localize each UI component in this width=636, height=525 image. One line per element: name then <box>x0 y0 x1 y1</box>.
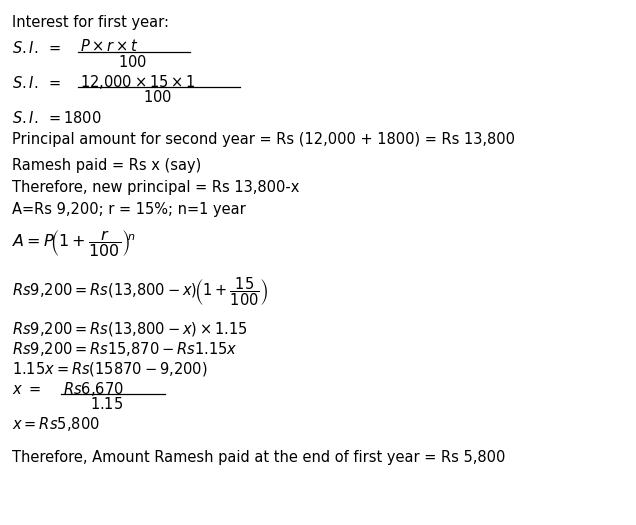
Text: $x = Rs5{,}800$: $x = Rs5{,}800$ <box>12 415 100 433</box>
Text: $1.15$: $1.15$ <box>90 396 123 412</box>
Text: $S.I.\ =$: $S.I.\ =$ <box>12 40 61 56</box>
Text: Interest for first year:: Interest for first year: <box>12 15 169 30</box>
Text: Therefore, Amount Ramesh paid at the end of first year = Rs 5,800: Therefore, Amount Ramesh paid at the end… <box>12 450 506 465</box>
Text: $12{,}000 \times 15 \times 1$: $12{,}000 \times 15 \times 1$ <box>80 73 195 91</box>
Text: Therefore, new principal = Rs 13,800-x: Therefore, new principal = Rs 13,800-x <box>12 180 300 195</box>
Text: $Rs6{,}670$: $Rs6{,}670$ <box>63 380 124 398</box>
Text: $Rs9{,}200 = Rs(13{,}800-x)\!\left(1+\dfrac{15}{100}\right)$: $Rs9{,}200 = Rs(13{,}800-x)\!\left(1+\df… <box>12 275 268 308</box>
Text: $Rs9{,}200 = Rs(13{,}800-x) \times 1.15$: $Rs9{,}200 = Rs(13{,}800-x) \times 1.15$ <box>12 320 248 338</box>
Text: $S.I.\ = 1800$: $S.I.\ = 1800$ <box>12 110 102 126</box>
Text: Principal amount for second year = Rs (12,000 + 1800) = Rs 13,800: Principal amount for second year = Rs (1… <box>12 132 515 147</box>
Text: $x\ =$: $x\ =$ <box>12 382 41 397</box>
Text: $100$: $100$ <box>143 89 172 105</box>
Text: Ramesh paid = Rs x (say): Ramesh paid = Rs x (say) <box>12 158 201 173</box>
Text: $A = P\!\left(1+\dfrac{r}{100}\right)^{\!n}$: $A = P\!\left(1+\dfrac{r}{100}\right)^{\… <box>12 228 136 259</box>
Text: $Rs9{,}200 = Rs15{,}870-Rs1.15x$: $Rs9{,}200 = Rs15{,}870-Rs1.15x$ <box>12 340 238 358</box>
Text: $100$: $100$ <box>118 54 147 70</box>
Text: A=Rs 9,200; r = 15%; n=1 year: A=Rs 9,200; r = 15%; n=1 year <box>12 202 245 217</box>
Text: $S.I.\ =$: $S.I.\ =$ <box>12 75 61 91</box>
Text: $P \times r \times t$: $P \times r \times t$ <box>80 38 139 54</box>
Text: $1.15x = Rs(15870-9{,}200)$: $1.15x = Rs(15870-9{,}200)$ <box>12 360 207 378</box>
